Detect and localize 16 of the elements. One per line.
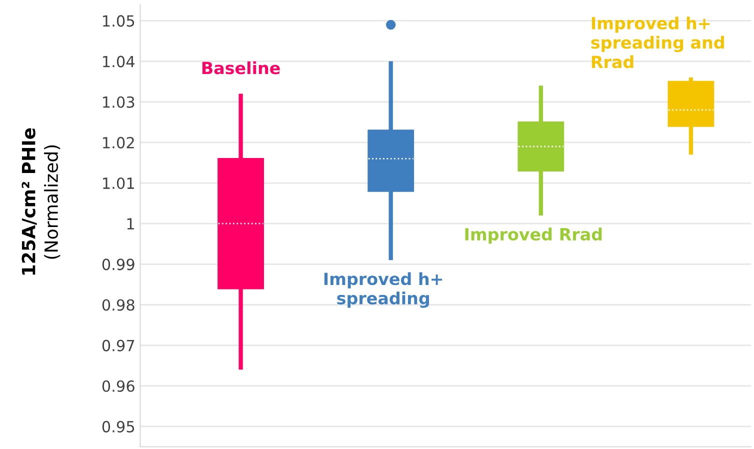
y-tick-label: 0.98 <box>102 299 134 311</box>
y-axis-title: 125A/cm² PHIe (Normalized) <box>22 128 60 275</box>
y-tick-label: 1.05 <box>103 15 134 27</box>
y-tick-label: 0.96 <box>102 380 134 392</box>
series-label: Improved h+ spreading and Rrad <box>591 16 724 68</box>
y-tick-label: 1.04 <box>103 56 135 68</box>
y-tick-label: 1 <box>127 218 134 230</box>
y-tick-label: 1.02 <box>103 136 134 148</box>
y-tick-label: 1.01 <box>103 177 134 190</box>
y-tick-label: 0.97 <box>102 340 134 352</box>
text: Improved h+ spreading <box>324 272 442 308</box>
text: Baseline <box>202 61 280 74</box>
y-tick-label: 0.95 <box>102 420 134 432</box>
y-tick-label: 1.03 <box>103 96 134 108</box>
text: Improved Rrad <box>465 228 602 244</box>
y-tick-label: 0.99 <box>102 258 134 270</box>
